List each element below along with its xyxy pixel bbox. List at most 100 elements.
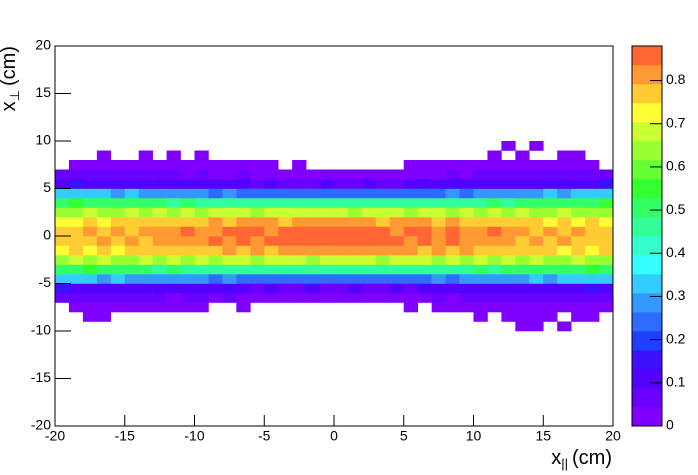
cell <box>306 274 321 284</box>
cell <box>264 245 279 256</box>
z-tick-label: 0.4 <box>666 244 686 260</box>
cell <box>292 160 307 170</box>
cell <box>96 179 112 189</box>
y-tick-label: 5 <box>43 179 51 195</box>
cell <box>515 169 530 180</box>
cell <box>389 217 405 227</box>
cell <box>96 302 112 313</box>
cell <box>543 217 558 227</box>
cell <box>250 245 265 256</box>
cell <box>68 207 84 218</box>
y-axis-title: x⊥ (cm) <box>0 46 22 111</box>
cell <box>320 255 335 265</box>
cell <box>599 255 614 265</box>
cell <box>68 160 84 170</box>
cell <box>96 293 112 303</box>
cell <box>264 198 279 208</box>
cell <box>194 160 209 170</box>
cell <box>487 188 502 199</box>
cell <box>152 283 167 294</box>
cell <box>389 198 405 208</box>
cell <box>445 283 460 294</box>
cell <box>180 264 195 275</box>
cell <box>152 160 167 170</box>
cell <box>487 293 502 303</box>
cell <box>445 160 460 170</box>
cell <box>529 141 544 151</box>
cell <box>222 255 237 265</box>
cell <box>306 198 321 208</box>
cell <box>96 283 112 294</box>
cell <box>138 245 153 256</box>
cell <box>110 160 126 170</box>
cell <box>166 264 181 275</box>
cell <box>138 150 153 161</box>
cell <box>501 293 516 303</box>
cell <box>543 312 558 322</box>
cell <box>236 236 251 246</box>
cell <box>96 312 112 322</box>
cell <box>110 274 126 284</box>
cell <box>557 245 572 256</box>
cell <box>543 179 558 189</box>
cell <box>375 236 391 246</box>
cell <box>445 226 460 237</box>
cell <box>292 236 307 246</box>
cell <box>208 169 223 180</box>
cell <box>124 169 139 180</box>
cell <box>264 226 279 237</box>
cell <box>236 293 251 303</box>
cell <box>208 160 223 170</box>
cell <box>278 188 293 199</box>
cell <box>543 207 558 218</box>
cell <box>82 188 98 199</box>
cell <box>571 226 586 237</box>
cell <box>138 293 153 303</box>
cell <box>571 245 586 256</box>
cell <box>515 312 530 322</box>
cell <box>501 207 516 218</box>
cell <box>557 150 572 161</box>
color-band <box>632 141 662 161</box>
x-tick-label: -5 <box>258 428 271 444</box>
cell <box>96 274 112 284</box>
cell <box>557 302 572 313</box>
cell <box>599 188 614 199</box>
cell <box>55 169 70 180</box>
cell <box>599 264 614 275</box>
cell <box>557 321 572 332</box>
cell <box>55 236 70 246</box>
cell <box>124 264 139 275</box>
cell <box>180 198 195 208</box>
cell <box>152 293 167 303</box>
cell <box>292 264 307 275</box>
cell <box>543 302 558 313</box>
cell <box>375 226 391 237</box>
cell <box>571 150 586 161</box>
cell <box>473 236 488 246</box>
cell <box>347 245 363 256</box>
cell <box>180 207 195 218</box>
cell <box>403 217 418 227</box>
cell <box>110 264 126 275</box>
cell <box>152 179 167 189</box>
cell <box>571 264 586 275</box>
cell <box>334 198 349 208</box>
color-band <box>632 65 662 85</box>
cell <box>515 274 530 284</box>
cell <box>264 217 279 227</box>
cell <box>194 283 209 294</box>
cell <box>529 264 544 275</box>
cell <box>543 264 558 275</box>
x-tick-label: -10 <box>184 428 204 444</box>
cell <box>334 283 349 294</box>
cell <box>68 226 84 237</box>
cell <box>473 198 488 208</box>
cell <box>320 226 335 237</box>
cell <box>459 293 474 303</box>
cell <box>473 264 488 275</box>
cell <box>473 312 488 322</box>
cell <box>96 150 112 161</box>
cell <box>403 188 418 199</box>
cell <box>152 236 167 246</box>
